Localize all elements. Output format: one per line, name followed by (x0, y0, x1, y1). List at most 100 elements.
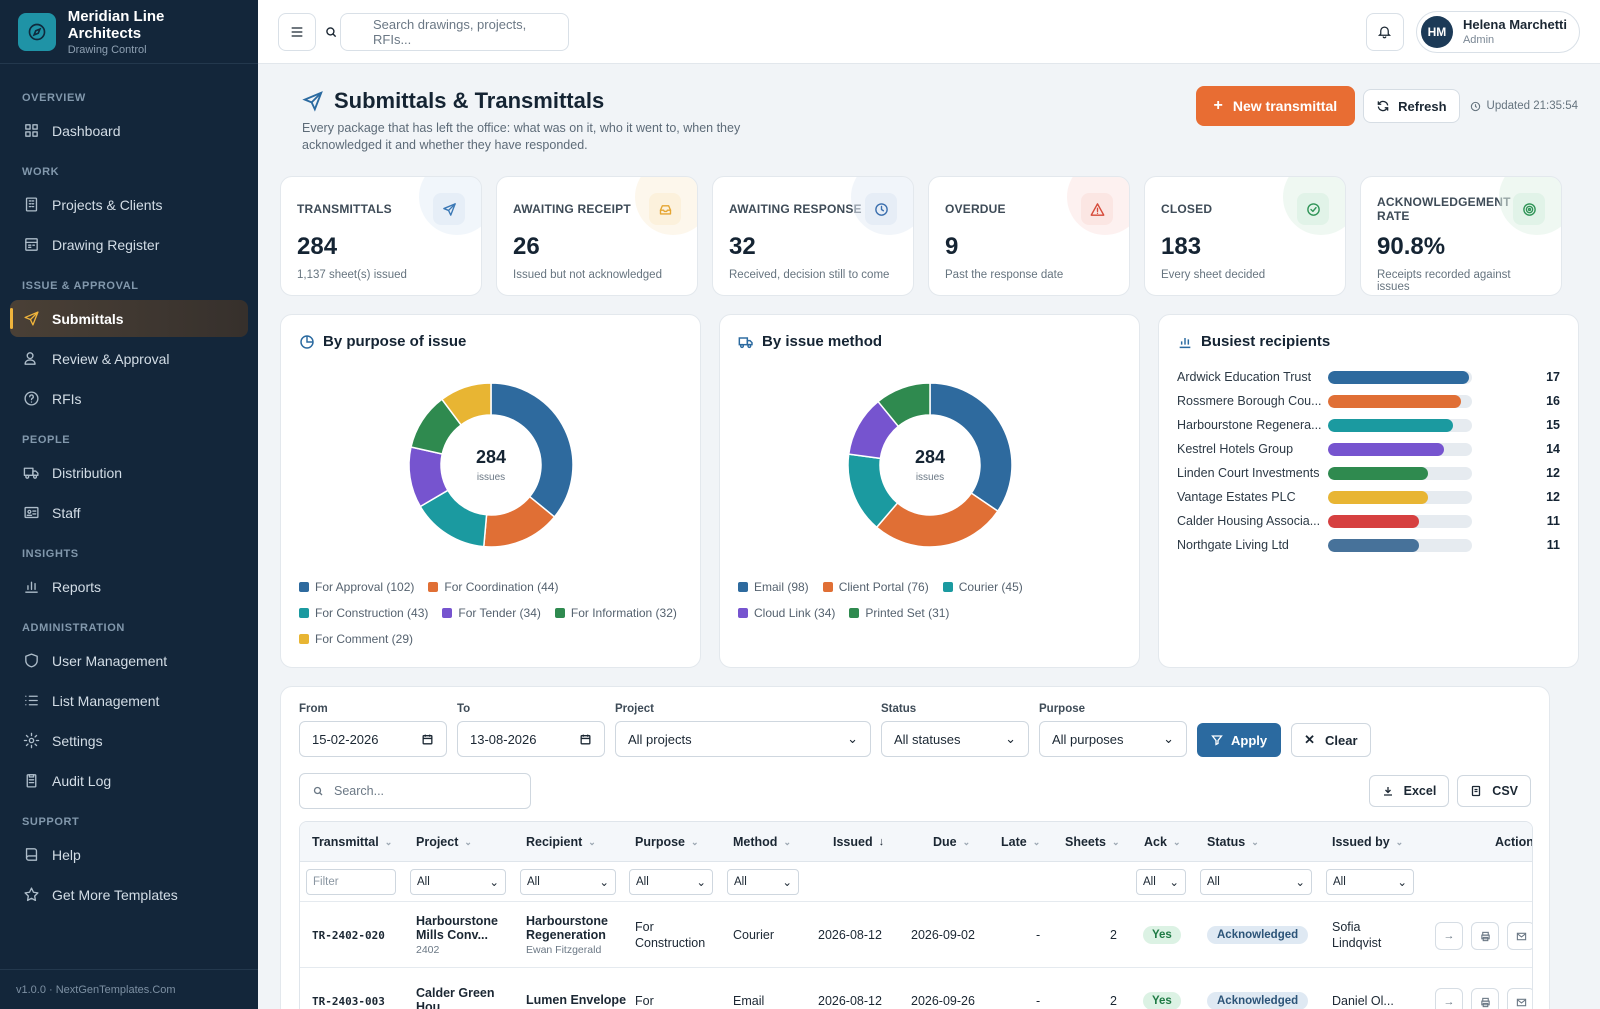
from-date-input[interactable]: 15-02-2026 (299, 721, 447, 757)
column-header[interactable]: Project ⌄ (416, 822, 472, 862)
export-excel-button[interactable]: Excel (1368, 775, 1450, 807)
legend-item[interactable]: Printed Set (31) (849, 605, 949, 621)
email-button[interactable] (1507, 988, 1532, 1009)
sidebar-item-rfis[interactable]: RFIs (10, 380, 248, 417)
column-header[interactable]: Purpose ⌄ (635, 822, 699, 862)
column-header[interactable]: Actions (1495, 822, 1532, 862)
transmittal-id[interactable]: TR-2403-003 (312, 994, 385, 1008)
recipient-row[interactable]: Calder Housing Associa... 11 (1177, 509, 1560, 533)
legend-item[interactable]: For Information (32) (554, 605, 677, 621)
clear-button[interactable]: ✕ Clear (1291, 723, 1371, 757)
sidebar-item-reports[interactable]: Reports (10, 568, 248, 605)
sidebar-item-staff[interactable]: Staff (10, 494, 248, 531)
slice-for-comment[interactable] (440, 382, 492, 426)
column-filter-input[interactable]: Filter (306, 869, 396, 895)
column-filter-select[interactable]: All ⌄ (727, 869, 799, 895)
recipient-row[interactable]: Kestrel Hotels Group 14 (1177, 437, 1560, 461)
sidebar-item-distribution[interactable]: Distribution (10, 454, 248, 491)
column-header[interactable]: Ack ⌄ (1144, 822, 1180, 862)
apply-button[interactable]: Apply (1197, 723, 1282, 757)
nav-section-title: SUPPORT (22, 816, 80, 828)
project-select[interactable]: All projects ⌄ (615, 721, 871, 757)
legend-item[interactable]: For Comment (29) (299, 631, 413, 647)
legend-label: Printed Set (31) (865, 606, 950, 620)
sidebar-item-help[interactable]: Help (10, 836, 248, 873)
recipient-row[interactable]: Linden Court Investments 12 (1177, 461, 1560, 485)
column-filter-select[interactable]: All ⌄ (410, 869, 506, 895)
legend-item[interactable]: For Approval (102) (299, 579, 414, 595)
legend-item[interactable]: Cloud Link (34) (738, 605, 835, 621)
sidebar-item-review-approval[interactable]: Review & Approval (10, 340, 248, 377)
column-header[interactable]: Due ⌄ (933, 822, 970, 862)
table-row[interactable]: TR-2403-003 Calder Green Hou... Lumen Enve… (300, 968, 1532, 1009)
open-button[interactable]: → (1435, 988, 1463, 1009)
recipient-row[interactable]: Northgate Living Ltd 11 (1177, 533, 1560, 557)
slice-printed-set[interactable] (877, 382, 931, 428)
open-button[interactable]: → (1435, 922, 1463, 950)
slice-for-approval[interactable] (490, 382, 574, 518)
print-button[interactable] (1471, 922, 1499, 950)
status-select[interactable]: All statuses ⌄ (881, 721, 1029, 757)
column-filter-select[interactable]: All ⌄ (1200, 869, 1312, 895)
slice-email[interactable] (929, 382, 1013, 513)
legend-item[interactable]: Client Portal (76) (822, 579, 929, 595)
legend-swatch (299, 608, 309, 618)
recipient-row[interactable]: Harbourstone Regenera... 15 (1177, 413, 1560, 437)
sidebar-item-user-management[interactable]: User Management (10, 642, 248, 679)
brand-subtitle: Drawing Control (67, 43, 147, 56)
recipient-count: 14 (1546, 442, 1560, 456)
column-header[interactable]: Transmittal ⌄ (312, 822, 392, 862)
column-filter-select[interactable]: All ⌄ (1136, 869, 1186, 895)
legend-item[interactable]: For Construction (43) (299, 605, 428, 621)
print-button[interactable] (1471, 988, 1499, 1009)
column-header[interactable]: Issued ↓ (833, 822, 884, 862)
column-header[interactable]: Late ⌄ (1001, 822, 1040, 862)
from-date-value: 15-02-2026 (312, 731, 379, 747)
legend-item[interactable]: Courier (45) (942, 579, 1023, 595)
sidebar-item-drawing-register[interactable]: Drawing Register (10, 226, 248, 263)
column-header-label: Issued by (1332, 835, 1390, 849)
legend-item[interactable]: Email (98) (738, 579, 809, 595)
recipient-row[interactable]: Ardwick Education Trust 17 (1177, 365, 1560, 389)
sidebar-item-get-more-templates[interactable]: Get More Templates (10, 876, 248, 913)
sidebar-item-projects-clients[interactable]: Projects & Clients (10, 186, 248, 223)
column-header[interactable]: Recipient ⌄ (526, 822, 596, 862)
brand[interactable]: Meridian Line Architects Drawing Control (0, 0, 258, 64)
to-date-input[interactable]: 13-08-2026 (457, 721, 605, 757)
refresh-button[interactable]: Refresh (1363, 89, 1460, 123)
column-header[interactable]: Sheets ⌄ (1065, 822, 1120, 862)
sidebar-item-audit-log[interactable]: Audit Log (10, 762, 248, 799)
menu-toggle-button[interactable] (278, 12, 316, 51)
table-row[interactable]: TR-2402-020 Harbourstone Mills Conv... 240… (300, 902, 1532, 968)
search-input[interactable]: Search drawings, projects, RFIs... (340, 12, 569, 51)
column-header[interactable]: Method ⌄ (733, 822, 791, 862)
sidebar-item-settings[interactable]: Settings (10, 722, 248, 759)
export-csv-button[interactable]: CSV (1457, 775, 1531, 807)
recipient-count: 17 (1546, 370, 1560, 384)
column-header[interactable]: Issued by ⌄ (1332, 822, 1403, 862)
column-filter-select[interactable]: All ⌄ (520, 869, 616, 895)
legend-item[interactable]: For Coordination (44) (428, 579, 558, 595)
sidebar-item-submittals[interactable]: Submittals (10, 300, 248, 337)
column-filter-select[interactable]: All ⌄ (1326, 869, 1414, 895)
user-menu[interactable]: HM Helena Marchetti Admin (1415, 10, 1580, 53)
email-button[interactable] (1507, 922, 1532, 950)
legend-item[interactable]: For Tender (34) (442, 605, 541, 621)
purpose-chart-card: By purpose of issue 284 issues For Appro… (280, 314, 701, 668)
recipient-bar (1328, 514, 1420, 528)
recipient-row[interactable]: Rossmere Borough Cou... 16 (1177, 389, 1560, 413)
transmittal-id[interactable]: TR-2402-020 (312, 928, 385, 942)
sidebar-item-list-management[interactable]: List Management (10, 682, 248, 719)
new-transmittal-button[interactable]: + New transmittal (1195, 86, 1356, 126)
nav-section-title: PEOPLE (22, 434, 71, 446)
method-cell: Email (733, 994, 765, 1008)
recipient-row[interactable]: Vantage Estates PLC 12 (1177, 485, 1560, 509)
notifications-button[interactable] (1365, 12, 1404, 51)
sidebar-item-dashboard[interactable]: Dashboard (10, 112, 248, 149)
purpose-legend: For Approval (102) For Coordination (44) F… (299, 579, 689, 647)
column-header[interactable]: Status ⌄ (1207, 822, 1259, 862)
table-search-input[interactable]: Search... (299, 773, 531, 809)
sidebar-item-label: Drawing Register (52, 236, 160, 253)
column-filter-select[interactable]: All ⌄ (629, 869, 713, 895)
purpose-select[interactable]: All purposes ⌄ (1039, 721, 1187, 757)
